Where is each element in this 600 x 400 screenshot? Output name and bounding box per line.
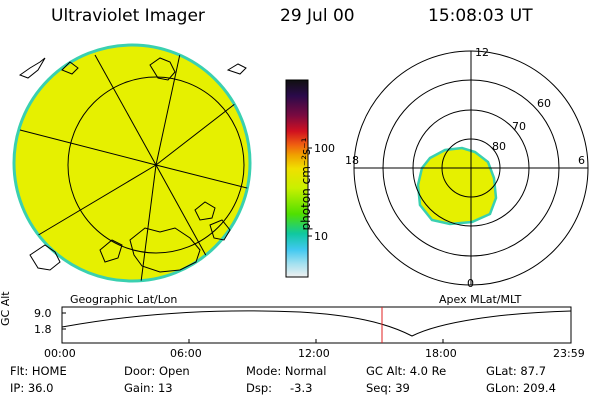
status-dsp-value: -3.3 <box>290 381 313 395</box>
status-glat: GLat: 87.7 <box>486 364 547 378</box>
colorbar-scale <box>285 79 309 278</box>
timeline-plot <box>61 306 572 344</box>
timeline-xtick-4: 23:59 <box>553 347 585 360</box>
status-seq: Seq: 39 <box>366 381 410 395</box>
polar-mlt-plot <box>353 50 589 286</box>
timeline-frame <box>61 306 572 344</box>
polar-grid <box>353 50 589 286</box>
status-ip: IP: 36.0 <box>10 381 54 395</box>
mlt-label-0: 0 <box>467 277 474 290</box>
geographic-grid <box>19 45 250 281</box>
colorbar <box>285 79 312 278</box>
coastlines <box>18 57 247 273</box>
timeline-xtick-1: 06:00 <box>170 347 202 360</box>
image-time: 15:08:03 UT <box>428 6 533 26</box>
timeline-ylabel: GC Alt <box>0 291 12 326</box>
status-gain: Gain: 13 <box>124 381 173 395</box>
geographic-image-panel <box>12 43 252 283</box>
mlt-label-6: 6 <box>578 154 585 167</box>
timeline-ytick-bottom: 1.8 <box>34 323 52 336</box>
timeline-ticks <box>61 312 572 343</box>
app-title: Ultraviolet Imager <box>51 6 205 26</box>
timeline-ytick-top: 9.0 <box>34 307 52 320</box>
altitude-curve <box>61 310 572 337</box>
left-panel-caption: Geographic Lat/Lon <box>70 293 178 306</box>
timeline-xtick-3: 18:00 <box>425 347 457 360</box>
colorbar-tick-100: 100 <box>314 142 335 155</box>
mlt-label-18: 18 <box>345 154 359 167</box>
status-dsp-label: Dsp: <box>246 381 273 395</box>
mlt-label-12: 12 <box>475 46 489 59</box>
image-date: 29 Jul 00 <box>280 6 355 26</box>
right-panel-caption: Apex MLat/MLT <box>439 293 522 306</box>
timeline-xtick-2: 12:00 <box>298 347 330 360</box>
auroral-oval <box>416 146 498 226</box>
status-door: Door: Open <box>124 364 190 378</box>
status-gc-alt: GC Alt: 4.0 Re <box>366 364 447 378</box>
uv-image-disk <box>12 43 252 283</box>
status-mode: Mode: Normal <box>246 364 327 378</box>
mlat-label-70: 70 <box>512 120 526 133</box>
latitude-circle <box>67 76 245 254</box>
mlat-label-60: 60 <box>537 97 551 110</box>
mlat-label-80: 80 <box>492 140 506 153</box>
status-flt: Flt: HOME <box>10 364 67 378</box>
colorbar-tick-10: 10 <box>314 230 328 243</box>
timeline-xtick-0: 00:00 <box>44 347 76 360</box>
status-glon: GLon: 209.4 <box>486 381 556 395</box>
colorbar-unit-label: photon cm⁻²s⁻¹ <box>299 137 313 231</box>
